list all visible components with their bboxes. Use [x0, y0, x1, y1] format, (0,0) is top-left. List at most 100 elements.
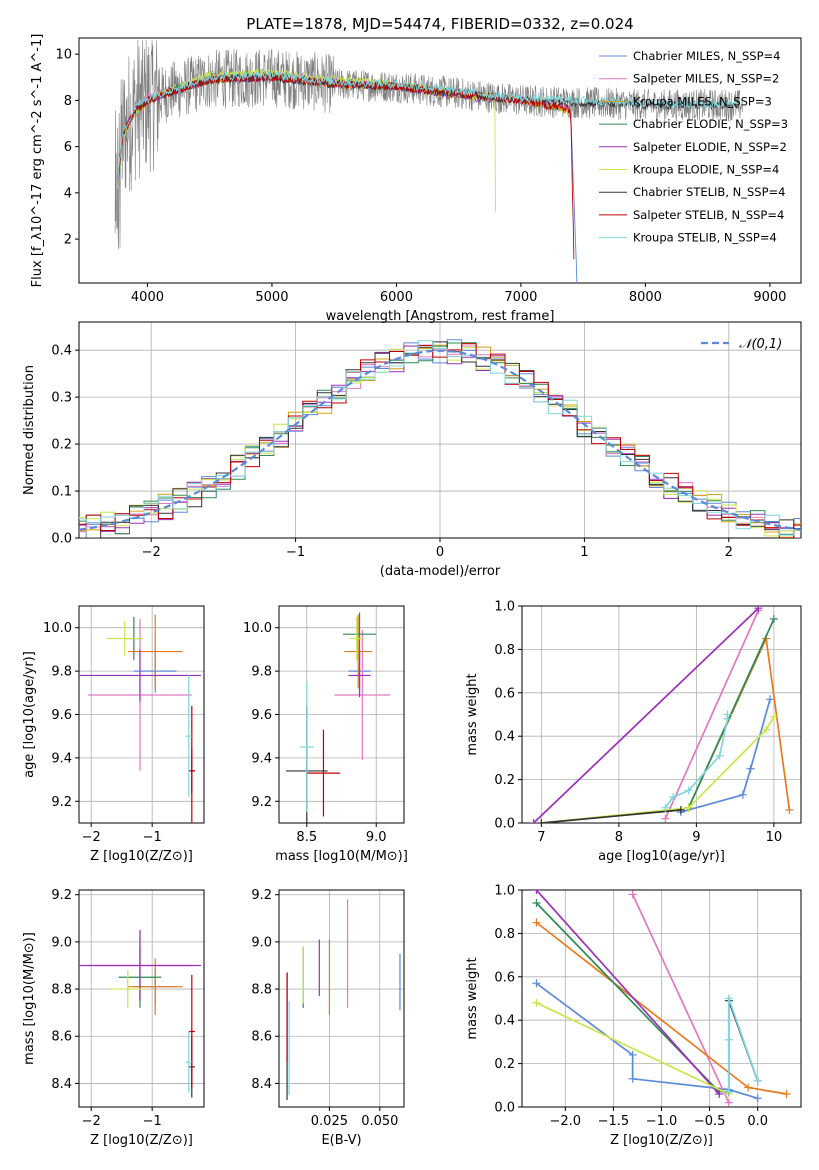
y-tick-label: 8: [64, 94, 72, 109]
x-tick-label: −1.0: [646, 1114, 678, 1129]
mass-weight-marker: [754, 606, 763, 613]
y-tick-label: 9.2: [51, 888, 72, 903]
x-tick-label: 9.0: [366, 830, 387, 845]
x-axis-label: Z [log10(Z/Z⊙)]: [610, 1133, 713, 1148]
legend-entry: Kroupa STELIB, N_SSP=4: [633, 231, 777, 245]
x-tick-label: 10: [766, 830, 783, 845]
legend-entry: Chabrier MILES, N_SSP=4: [633, 49, 780, 63]
mass-weight-marker: [532, 890, 541, 894]
errorbar-point: [348, 653, 371, 698]
mass-vs-ebv-panel: 0.025 0.050 8.4 8.6 8.8 9.0 9.2 E(B-V): [251, 888, 405, 1148]
age-vs-mass-panel: 8.5 9.0 9.2 9.4 9.6 9.8 10.0 mass [log10(M/M⊙)]: [243, 605, 408, 864]
y-tick-label: 0.6: [494, 686, 515, 701]
axes-frame: [78, 889, 205, 1108]
mass-weight-marker: [753, 1076, 762, 1085]
mass-weight-line: [727, 1000, 759, 1092]
errorbar-point: [344, 614, 373, 689]
residual-histogram-step: [79, 342, 801, 538]
y-tick-label: 0.4: [51, 344, 72, 359]
mass-weight-line: [541, 809, 681, 823]
mass-weight-marker: [769, 712, 778, 721]
mass-weight-marker: [723, 710, 732, 719]
mass-weight-marker: [669, 792, 678, 801]
figure-title: PLATE=1878, MJD=54474, FIBERID=0332, z=0…: [246, 15, 633, 33]
y-tick-label: 0.0: [494, 1101, 515, 1116]
x-axis-label: (data-model)/error: [380, 564, 501, 579]
residual-histogram-step: [79, 343, 801, 538]
axes-frame: [278, 889, 405, 1108]
errorbar-point: [185, 675, 192, 797]
y-tick-label: 0.6: [494, 970, 515, 985]
y-tick-label: 0.2: [494, 1057, 515, 1072]
y-tick-label: 9.6: [251, 708, 272, 723]
y-tick-label: 0.2: [51, 438, 72, 453]
y-tick-label: 8.6: [251, 1030, 272, 1045]
mass-weight-marker: [724, 1035, 733, 1044]
errorbar-point: [127, 958, 183, 1016]
legend-entry: Salpeter ELODIE, N_SSP=2: [633, 140, 787, 154]
x-axis-label: Z [log10(Z/Z⊙)]: [90, 849, 193, 864]
mass-weight-line: [535, 982, 758, 1100]
mass-weight-marker: [753, 1094, 762, 1103]
legend-entry: Salpeter MILES, N_SSP=2: [633, 72, 779, 86]
mass-weight-marker: [766, 695, 774, 704]
mass-weight-line: [631, 893, 730, 1104]
mass-weight-marker: [532, 918, 541, 927]
x-tick-label: 4000: [131, 290, 164, 305]
errorbar-point: [188, 974, 195, 1089]
y-tick-label: 0.2: [494, 773, 515, 788]
mass-weight-marker: [746, 764, 755, 773]
mass-weight-marker: [762, 725, 771, 734]
mass-weight-line: [727, 998, 759, 1092]
y-tick-label: 0.3: [51, 391, 72, 406]
x-tick-label: 7: [537, 830, 545, 845]
spectrum-panel: 4000 5000 6000 7000 8000 9000 2 4 6 8 10 wavelength…: [30, 34, 802, 324]
mass-weight-marker: [724, 1098, 733, 1107]
x-axis-label: E(B-V): [321, 1133, 361, 1148]
x-tick-label: 8: [615, 830, 623, 845]
y-tick-label: 0.4: [494, 1014, 515, 1029]
errorbar-point: [299, 681, 314, 813]
residual-histogram-step: [79, 339, 801, 538]
x-tick-label: 0.025: [311, 1114, 348, 1129]
x-tick-label: −2: [142, 545, 161, 560]
y-tick-label: 9.2: [251, 888, 272, 903]
y-tick-label: 6: [64, 140, 72, 155]
mass-weight-marker: [676, 805, 685, 814]
y-tick-label: 10.0: [43, 621, 72, 636]
x-tick-label: −1: [286, 545, 305, 560]
observed-spectrum-line: [114, 40, 743, 250]
y-tick-label: 9.8: [51, 665, 72, 680]
y-tick-label: 9.6: [51, 708, 72, 723]
axes-frame: [78, 37, 802, 284]
mass-weight-marker: [532, 979, 541, 988]
mass-weight-marker: [628, 1050, 637, 1059]
x-tick-label: −2: [82, 830, 101, 845]
x-tick-label: −1: [143, 1114, 162, 1129]
legend-entry: Salpeter STELIB, N_SSP=4: [633, 208, 784, 222]
mass-weight-marker: [532, 998, 541, 1007]
y-axis-label: mass [log10(M/M⊙)]: [22, 932, 37, 1065]
mass-weight-marker: [769, 615, 778, 624]
y-tick-label: 1.0: [494, 600, 515, 615]
mass-weight-marker: [785, 805, 794, 814]
mass-weight-marker: [628, 890, 637, 899]
y-tick-label: 0.1: [51, 485, 72, 500]
mass-weight-marker: [715, 751, 724, 760]
errorbar-point: [306, 729, 341, 817]
x-tick-label: −1: [143, 830, 162, 845]
mass-weight-marker: [715, 1089, 724, 1098]
y-tick-label: 10: [55, 48, 72, 63]
model-spectrum-line: [117, 70, 739, 183]
y-tick-label: 8.8: [251, 983, 272, 998]
y-tick-label: 9.2: [51, 795, 72, 810]
y-tick-label: 0.8: [494, 927, 515, 942]
mass-weight-marker: [661, 814, 670, 823]
x-tick-label: 0: [436, 545, 444, 560]
residuals-panel: −2 −1 0 1 2 0.0 0.1 0.2 0.3 0.4 (data-model)/error…: [22, 321, 802, 579]
weight-vs-age-panel: 7 8 9 10 0.0 0.2 0.4 0.6 0.8 1.0 age [log10(age/yr…: [465, 600, 802, 864]
age-vs-metallicity-panel: −2 −1 9.2 9.4 9.6 9.8 10.0 Z [log10(Z/Z⊙)] age […: [22, 605, 205, 864]
x-axis-label: Z [log10(Z/Z⊙)]: [90, 1133, 193, 1148]
x-tick-label: −2.0: [550, 1114, 582, 1129]
